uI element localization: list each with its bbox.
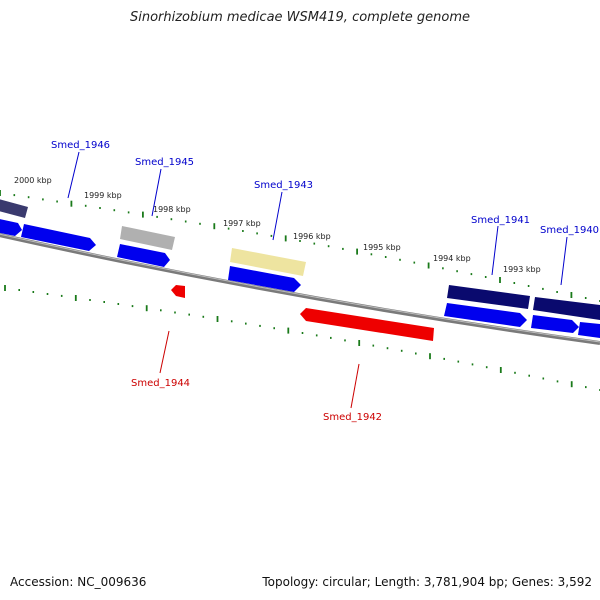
reverse-cds-track	[171, 285, 434, 341]
cds-forward[interactable]	[444, 303, 527, 327]
cds-forward[interactable]	[531, 315, 579, 333]
gene-feature-smed-1946[interactable]	[0, 198, 28, 218]
cds-forward[interactable]	[21, 224, 96, 251]
gene-leader-lines	[67, 151, 568, 409]
map-title: Sinorhizobium medicae WSM419, complete g…	[129, 10, 471, 25]
gene-label-smed-1944[interactable]: Smed_1944	[131, 378, 190, 389]
kbp-label: 1994 kbp	[433, 254, 471, 263]
gene-label-smed-1943[interactable]: Smed_1943	[254, 180, 313, 191]
cds-forward[interactable]	[228, 266, 301, 292]
leader-line-smed-1941	[491, 225, 499, 276]
gene-feature-smed-1945[interactable]	[120, 226, 175, 250]
gene-label-smed-1942[interactable]: Smed_1942	[323, 412, 382, 423]
cds-reverse[interactable]	[171, 285, 185, 298]
leader-line-smed-1945	[151, 168, 162, 217]
kbp-label: 1993 kbp	[503, 265, 541, 274]
gene-feature-smed-1943[interactable]	[230, 248, 306, 276]
leader-line-smed-1946	[67, 151, 80, 199]
gene-label-smed-1940[interactable]: Smed_1940	[540, 225, 599, 236]
genome-backbone-highlight	[0, 233, 600, 343]
leader-line-smed-1944	[159, 330, 170, 374]
kbp-label: 1999 kbp	[84, 191, 122, 200]
leader-line-smed-1940	[560, 236, 568, 286]
gene-labels: Smed_1946 Smed_1945 Smed_1943 Smed_1941 …	[51, 140, 599, 423]
gene-feature-smed-1940[interactable]	[533, 297, 600, 320]
gene-label-smed-1946[interactable]: Smed_1946	[51, 140, 110, 151]
cds-forward[interactable]	[578, 322, 600, 338]
cds-forward[interactable]	[0, 218, 22, 236]
kbp-label: 1998 kbp	[153, 205, 191, 214]
gene-feature-smed-1941[interactable]	[447, 285, 530, 309]
cds-reverse[interactable]	[300, 308, 434, 341]
tick-marks	[0, 190, 600, 391]
leader-line-smed-1942	[350, 363, 360, 409]
kbp-label: 1996 kbp	[293, 232, 331, 241]
gene-label-smed-1941[interactable]: Smed_1941	[471, 215, 530, 226]
cds-forward[interactable]	[117, 244, 170, 267]
genome-backbone	[0, 233, 600, 345]
genome-summary: Topology: circular; Length: 3,781,904 bp…	[262, 575, 592, 589]
accession-label: Accession: NC_009636	[10, 575, 147, 589]
kbp-labels: 2000 kbp 1999 kbp 1998 kbp 1997 kbp 1996…	[14, 176, 541, 274]
kbp-label: 1997 kbp	[223, 219, 261, 228]
gene-label-smed-1945[interactable]: Smed_1945	[135, 157, 194, 168]
gene-feature-track	[0, 198, 600, 320]
leader-line-smed-1943	[272, 191, 283, 241]
forward-cds-track	[0, 218, 600, 338]
kbp-label: 1995 kbp	[363, 243, 401, 252]
kbp-label: 2000 kbp	[14, 176, 52, 185]
